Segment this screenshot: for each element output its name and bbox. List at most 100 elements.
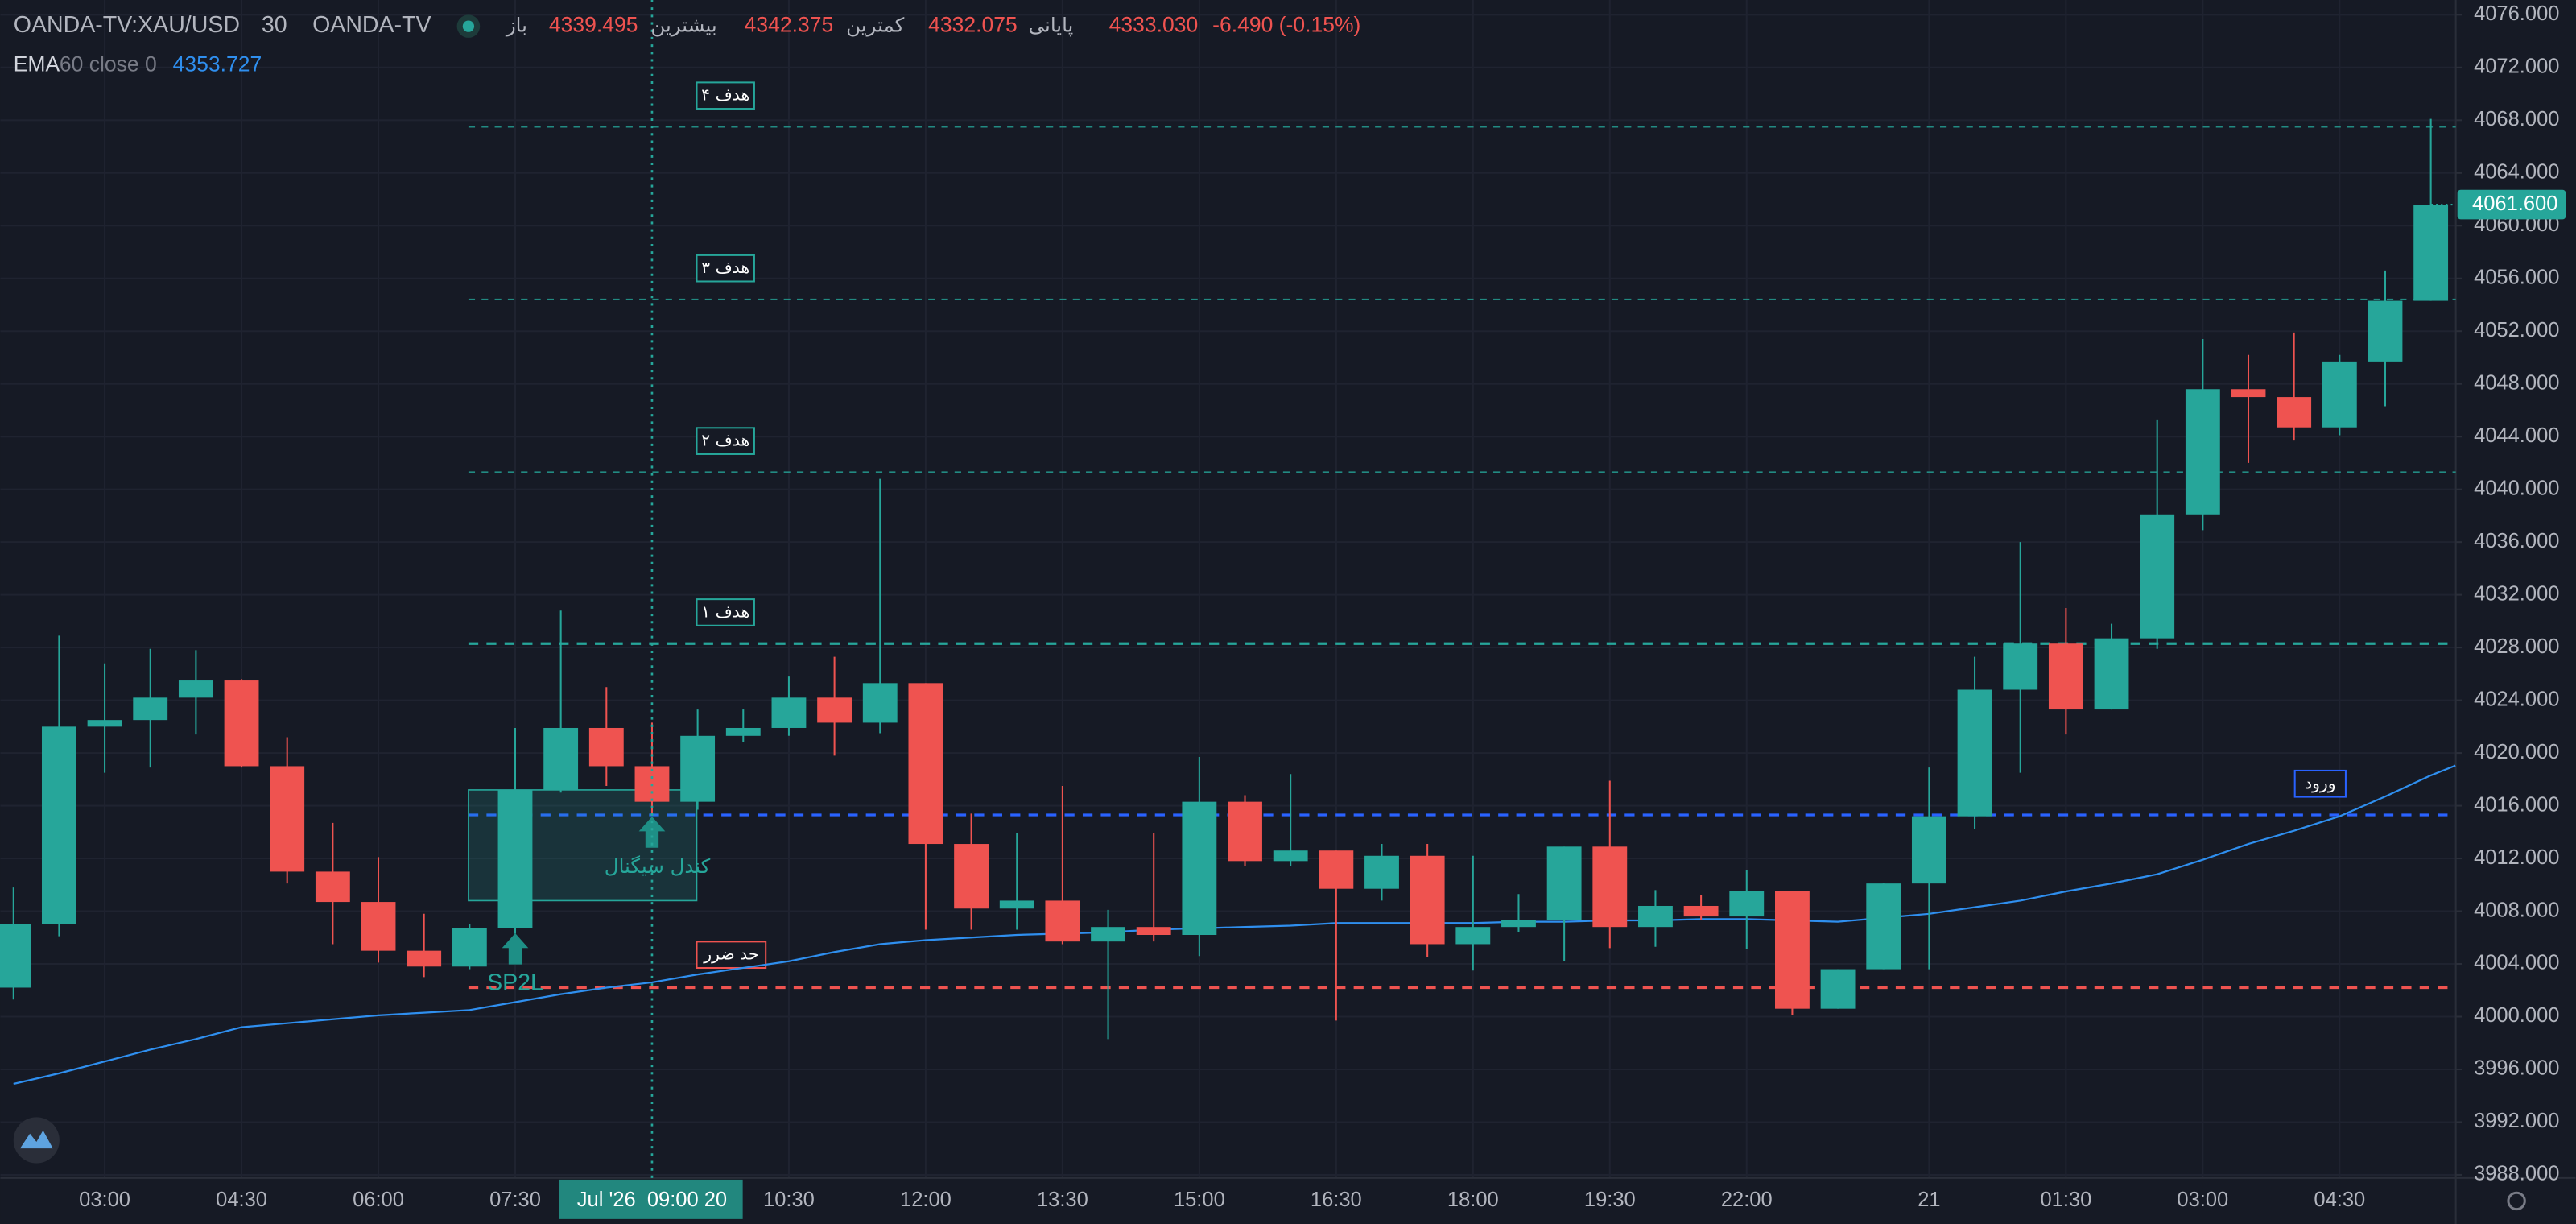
x-tick-label: 03:00 bbox=[79, 1189, 130, 1211]
high-label: بیشترین bbox=[650, 14, 716, 37]
logo-icon bbox=[19, 1130, 53, 1149]
y-tick-label: 4044.000 bbox=[2474, 424, 2559, 447]
candle-body bbox=[1729, 891, 1765, 917]
ema-line bbox=[13, 764, 2456, 1085]
x-tick-label: 18:00 bbox=[1447, 1189, 1499, 1211]
candle-body bbox=[0, 924, 31, 988]
settings-icon bbox=[2507, 1191, 2526, 1211]
candle-body bbox=[725, 727, 761, 736]
candle-body bbox=[1546, 846, 1582, 920]
open-label: باز bbox=[505, 14, 527, 37]
candle-body bbox=[133, 697, 168, 721]
y-tick-label: 4012.000 bbox=[2474, 846, 2559, 869]
candle-body bbox=[2185, 389, 2220, 515]
level-label-box bbox=[696, 81, 755, 110]
candle-body bbox=[2140, 514, 2175, 639]
candle-body bbox=[2003, 643, 2038, 690]
candle-body bbox=[361, 902, 396, 951]
candle-body bbox=[1136, 927, 1171, 935]
y-tick-label: 4072.000 bbox=[2474, 56, 2559, 78]
candle-body bbox=[680, 735, 716, 802]
candle-body bbox=[1273, 850, 1308, 862]
candle-body bbox=[1045, 900, 1080, 942]
header: OANDA-TV:XAU/USD 30 OANDA-TV باز 4339.49… bbox=[14, 12, 1361, 76]
level-label: هدف ۳ bbox=[701, 258, 749, 277]
candle-body bbox=[817, 697, 852, 723]
grid bbox=[0, 0, 2456, 1178]
candle-body bbox=[999, 900, 1034, 909]
y-tick-label: 4024.000 bbox=[2474, 688, 2559, 710]
candle-body bbox=[87, 720, 122, 727]
candle-body bbox=[1957, 689, 1992, 817]
y-tick-label: 4068.000 bbox=[2474, 108, 2559, 130]
indicator-value: 4353.727 bbox=[173, 52, 262, 76]
candle-body bbox=[862, 683, 898, 723]
candle-body bbox=[1866, 883, 1901, 970]
x-tick-label: 16:30 bbox=[1311, 1189, 1362, 1211]
candle-body bbox=[2094, 638, 2129, 710]
level-label-box bbox=[696, 941, 767, 970]
candle-body bbox=[1228, 801, 1262, 862]
y-tick-label: 3988.000 bbox=[2474, 1163, 2559, 1185]
candle-body bbox=[2413, 205, 2449, 301]
y-tick-label: 4016.000 bbox=[2474, 793, 2559, 816]
candle-body bbox=[1775, 891, 1810, 1009]
candle-body bbox=[1592, 846, 1628, 928]
source: OANDA-TV bbox=[312, 12, 431, 38]
level-label: هدف ۱ bbox=[701, 602, 749, 621]
level-label: هدف ۴ bbox=[701, 85, 749, 105]
low-value: 4332.075 bbox=[928, 13, 1018, 37]
candle-body bbox=[178, 680, 213, 698]
candle-body bbox=[1820, 969, 1856, 1009]
crosshair-label-box bbox=[559, 1179, 743, 1219]
candle-body bbox=[315, 871, 350, 903]
y-tick-label: 4020.000 bbox=[2474, 741, 2559, 763]
y-tick-label: 4008.000 bbox=[2474, 899, 2559, 921]
candle-body bbox=[1182, 801, 1217, 935]
low-label: کمترین bbox=[846, 14, 904, 37]
candle-body bbox=[224, 680, 259, 767]
candle-body bbox=[1410, 855, 1445, 945]
y-tick-label: 4056.000 bbox=[2474, 266, 2559, 288]
candle-body bbox=[2277, 397, 2312, 428]
candle-body bbox=[588, 727, 624, 767]
x-tick-label: 07:30 bbox=[489, 1189, 541, 1211]
candle-body bbox=[1683, 905, 1719, 917]
y-tick-label: 4036.000 bbox=[2474, 530, 2559, 552]
candle-body bbox=[1638, 905, 1673, 928]
y-tick-label: 4000.000 bbox=[2474, 1004, 2559, 1027]
x-tick-label: 03:00 bbox=[2177, 1189, 2228, 1211]
x-tick-label: 15:00 bbox=[1174, 1189, 1225, 1211]
x-tick-label: 21 bbox=[1918, 1189, 1940, 1211]
level-label-box bbox=[696, 427, 755, 455]
signal-arrow bbox=[638, 817, 666, 848]
x-tick-label: 06:00 bbox=[353, 1189, 404, 1211]
close-label: پایانی bbox=[1029, 14, 1074, 37]
candle-body bbox=[2322, 361, 2357, 428]
x-tick-label: 04:30 bbox=[2314, 1189, 2365, 1211]
high-value: 4342.375 bbox=[745, 13, 834, 37]
status-dot bbox=[462, 20, 475, 32]
candle-body bbox=[954, 844, 989, 909]
x-tick-label: 22:00 bbox=[1721, 1189, 1773, 1211]
candle-body bbox=[1455, 927, 1491, 945]
y-tick-label: 4040.000 bbox=[2474, 477, 2559, 499]
close-value: 4333.030 bbox=[1109, 13, 1199, 37]
candle-body bbox=[270, 766, 305, 872]
indicator-name: EMA bbox=[14, 52, 60, 76]
logo-bg bbox=[13, 1117, 60, 1164]
logo[interactable] bbox=[13, 1117, 60, 1164]
candle-body bbox=[908, 683, 943, 845]
y-tick-label: 4032.000 bbox=[2474, 582, 2559, 605]
last-price-label: 4061.600 bbox=[2472, 192, 2557, 215]
candle-body bbox=[1911, 816, 1946, 884]
level-label: حد ضرر bbox=[703, 945, 758, 964]
settings[interactable] bbox=[2507, 1191, 2526, 1211]
candle-body bbox=[452, 928, 487, 967]
candle-body bbox=[497, 789, 533, 928]
x-tick-label: 01:30 bbox=[2040, 1189, 2091, 1211]
last-price-badge bbox=[2457, 189, 2566, 220]
candle-body bbox=[1091, 927, 1125, 942]
